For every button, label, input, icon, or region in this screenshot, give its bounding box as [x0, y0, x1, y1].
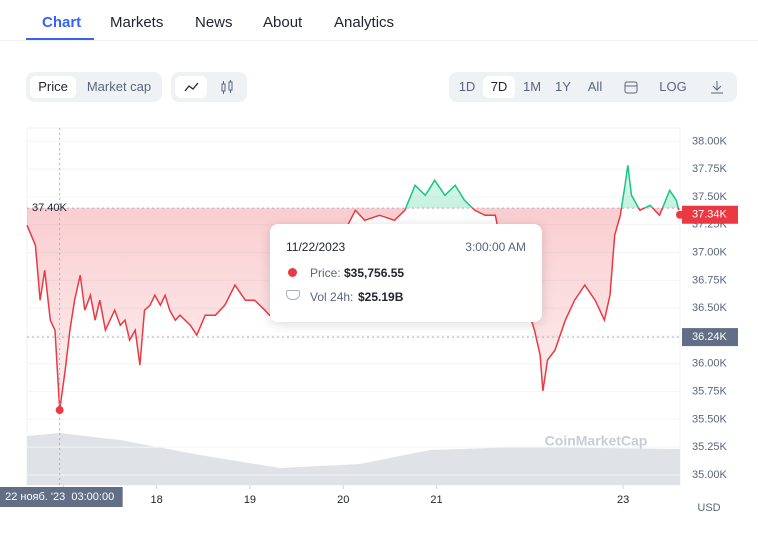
price-label: Price:	[310, 266, 341, 280]
watermark: CoinMarketCap	[545, 433, 648, 449]
tab[interactable]: Analytics	[334, 14, 395, 31]
y-tick-label: 37.00K	[692, 246, 728, 258]
divider	[0, 40, 758, 41]
range-button[interactable]: 1M	[522, 79, 542, 94]
x-tick-label: 20	[337, 494, 349, 506]
x-tick-label: 19	[244, 494, 256, 506]
line-icon[interactable]	[175, 76, 207, 98]
calendar-icon[interactable]	[617, 76, 645, 98]
y-tick-label: 36.00K	[692, 358, 728, 370]
range-toolbar: 1D 7D 1M 1Y All LOG	[449, 72, 737, 102]
range-button[interactable]: 7D	[483, 76, 515, 98]
volume-icon	[286, 290, 300, 300]
x-tick-label: 23	[617, 494, 629, 506]
price-dot	[288, 268, 297, 277]
y-tick-label: 36.50K	[692, 302, 728, 314]
toggle-button[interactable]: Market cap	[86, 79, 152, 94]
tab-underline	[26, 38, 94, 40]
tooltip-time: 3:00:00 AM	[465, 240, 526, 254]
volume-label: Vol 24h:	[310, 290, 354, 304]
volume-area	[27, 433, 680, 485]
y-tick-label: 36.75K	[692, 274, 728, 286]
x-tick-label: 18	[151, 494, 163, 506]
y-tick-label: 35.50K	[692, 413, 728, 425]
crosshair-time-label: 22 нояб. '23 03:00:00	[5, 491, 114, 503]
range-button[interactable]: 1D	[458, 79, 476, 94]
last-price-box	[682, 205, 738, 224]
base-line-label: 37.40K	[32, 202, 68, 214]
toggle-button[interactable]: Price	[30, 76, 76, 98]
chart-style	[171, 72, 247, 102]
price-value: $35,756.55	[344, 266, 405, 280]
range-button[interactable]: All	[587, 79, 603, 94]
log-button[interactable]: LOG	[659, 79, 687, 94]
tab[interactable]: Chart	[42, 14, 82, 31]
y-tick-label: 35.00K	[692, 469, 728, 481]
tab[interactable]: About	[263, 14, 303, 31]
last-price-label: 37.34K	[692, 209, 728, 221]
y-tick-label: 37.50K	[692, 191, 728, 203]
tab[interactable]: News	[195, 14, 233, 31]
candle-icon[interactable]	[211, 76, 243, 98]
crosshair-time-box	[0, 487, 123, 507]
tooltip: 11/22/2023 3:00:00 AM Price: $35,756.55 …	[270, 224, 542, 322]
y-tick-label: 35.75K	[692, 385, 728, 397]
currency: USD	[697, 502, 720, 514]
tab[interactable]: Markets	[110, 14, 164, 31]
metric-toggle: Price Market cap	[26, 72, 162, 102]
range-button[interactable]: 1Y	[555, 79, 571, 94]
crosshair-price-label: 36.24K	[692, 331, 728, 343]
download-icon[interactable]	[703, 76, 731, 98]
tooltip-date: 11/22/2023	[286, 240, 346, 254]
hover-point	[55, 406, 64, 415]
crosshair-price-box	[682, 328, 738, 347]
x-tick-label: 21	[430, 494, 442, 506]
y-tick-label: 38.00K	[692, 135, 728, 147]
volume-value: $25.19B	[358, 290, 404, 304]
y-tick-label: 37.75K	[692, 163, 728, 175]
y-tick-label: 35.25K	[692, 441, 728, 453]
